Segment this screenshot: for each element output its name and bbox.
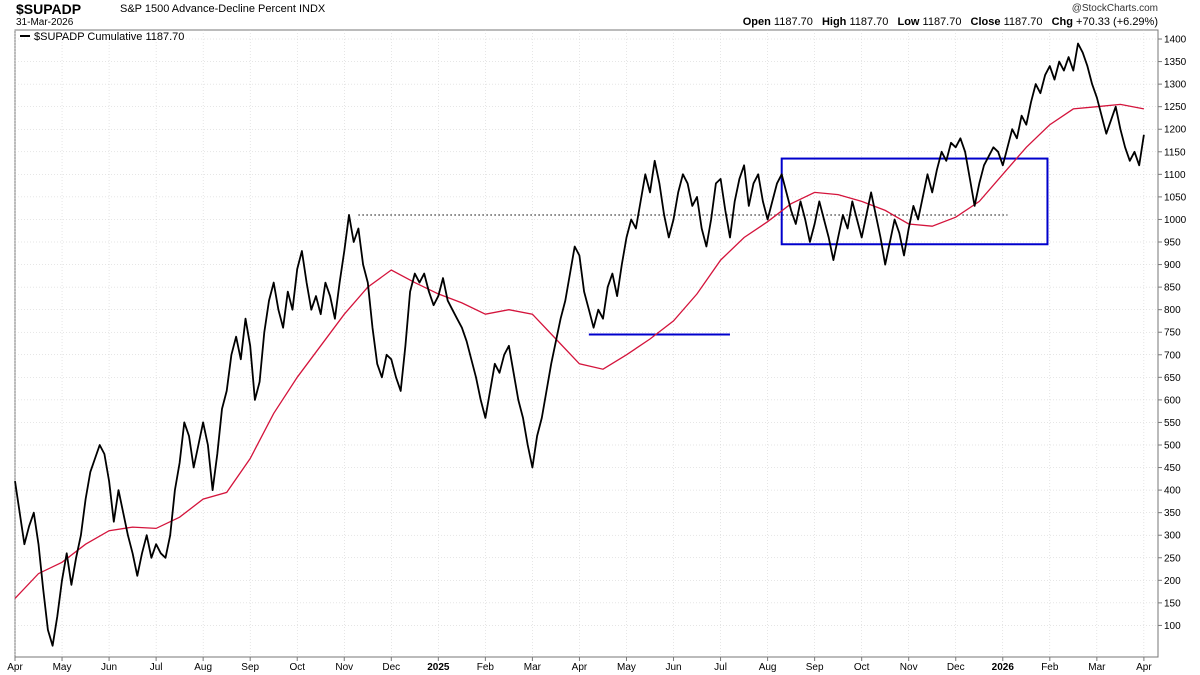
y-tick-label: 550 xyxy=(1164,418,1181,429)
chart-date: 31-Mar-2026 xyxy=(16,17,74,28)
x-tick-label: Oct xyxy=(289,662,305,673)
y-tick-label: 350 xyxy=(1164,508,1181,519)
y-tick-label: 300 xyxy=(1164,531,1181,542)
y-tick-label: 150 xyxy=(1164,598,1181,609)
chart-header: $SUPADP S&P 1500 Advance-Decline Percent… xyxy=(0,0,1200,30)
y-tick-label: 200 xyxy=(1164,576,1181,587)
x-tick-label: Jul xyxy=(714,662,727,673)
y-axis: 100 150 200 250 300 350 400 450 500 550 600 650 700 7… xyxy=(1158,35,1187,632)
x-tick-label: Nov xyxy=(900,662,918,673)
cumulative-line xyxy=(14,42,1145,647)
y-tick-label: 1000 xyxy=(1164,215,1187,226)
legend-label: $SUPADP Cumulative 1187.70 xyxy=(34,31,184,43)
x-tick-label: Mar xyxy=(524,662,542,673)
y-tick-label: 1100 xyxy=(1164,170,1186,181)
x-tick-label: Jun xyxy=(101,662,117,673)
x-tick-label: Aug xyxy=(194,662,212,673)
y-tick-label: 1400 xyxy=(1164,35,1187,46)
ohlc-readout: Open 1187.70 High 1187.70 Low 1187.70 Cl… xyxy=(743,16,1158,28)
x-tick-label: Apr xyxy=(1136,662,1152,673)
symbol-title: $SUPADP xyxy=(16,1,82,17)
brand-watermark: @StockCharts.com xyxy=(1071,3,1158,14)
x-tick-label: Oct xyxy=(854,662,870,673)
moving-average-line xyxy=(14,103,1145,599)
close-label: Close xyxy=(970,16,1001,28)
x-tick-label: 2026 xyxy=(992,662,1015,673)
x-tick-label: May xyxy=(617,662,636,673)
y-tick-label: 650 xyxy=(1164,373,1181,384)
high-label: High xyxy=(821,16,847,28)
y-tick-label: 800 xyxy=(1164,305,1181,316)
y-tick-label: 1200 xyxy=(1164,125,1187,136)
legend: $SUPADP Cumulative 1187.70 xyxy=(20,31,184,43)
x-tick-label: Sep xyxy=(241,662,259,673)
x-tick-label: Apr xyxy=(572,662,588,673)
y-tick-label: 1250 xyxy=(1164,102,1187,113)
x-tick-label: Jul xyxy=(150,662,163,673)
y-tick-label: 950 xyxy=(1164,238,1181,249)
y-tick-label: 850 xyxy=(1164,283,1181,294)
x-tick-label: Apr xyxy=(7,662,23,673)
x-tick-label: Feb xyxy=(1041,662,1059,673)
y-tick-label: 450 xyxy=(1164,463,1181,474)
y-tick-label: 500 xyxy=(1164,440,1181,451)
plot-frame xyxy=(14,29,1159,658)
y-tick-label: 1300 xyxy=(1164,80,1187,91)
x-tick-label: May xyxy=(53,662,72,673)
chg-label: Chg xyxy=(1051,16,1073,28)
y-tick-label: 750 xyxy=(1164,328,1181,339)
y-tick-label: 600 xyxy=(1164,395,1181,406)
x-axis: Apr May Jun Jul Aug Sep Oct Nov Dec 2025 Feb Mar Apr… xyxy=(7,657,1152,673)
annotations xyxy=(358,157,1049,336)
grid-lines xyxy=(14,30,1158,657)
x-tick-label: Aug xyxy=(759,662,777,673)
x-tick-label: 2025 xyxy=(427,662,450,673)
x-tick-label: Nov xyxy=(335,662,353,673)
open-value: 1187.70 xyxy=(773,16,813,28)
x-tick-label: Mar xyxy=(1088,662,1106,673)
y-tick-label: 900 xyxy=(1164,260,1181,271)
close-value: 1187.70 xyxy=(1003,16,1043,28)
high-value: 1187.70 xyxy=(849,16,889,28)
x-tick-label: Jun xyxy=(665,662,681,673)
chg-value: +70.33 (+6.29%) xyxy=(1076,16,1158,28)
y-tick-label: 1350 xyxy=(1164,57,1187,68)
open-label: Open xyxy=(742,16,771,28)
series-group xyxy=(14,42,1145,647)
x-tick-label: Feb xyxy=(477,662,495,673)
x-tick-label: Dec xyxy=(947,662,965,673)
y-tick-label: 1050 xyxy=(1164,192,1187,203)
x-tick-label: Dec xyxy=(382,662,400,673)
y-tick-label: 700 xyxy=(1164,350,1181,361)
y-tick-label: 250 xyxy=(1164,553,1181,564)
y-tick-label: 100 xyxy=(1164,621,1181,632)
x-tick-label: Sep xyxy=(806,662,824,673)
index-name: S&P 1500 Advance-Decline Percent INDX xyxy=(120,3,326,15)
low-label: Low xyxy=(897,16,920,28)
y-tick-label: 1150 xyxy=(1164,147,1186,158)
consolidation-box xyxy=(780,157,1049,246)
low-value: 1187.70 xyxy=(922,16,962,28)
y-tick-label: 400 xyxy=(1164,486,1181,497)
